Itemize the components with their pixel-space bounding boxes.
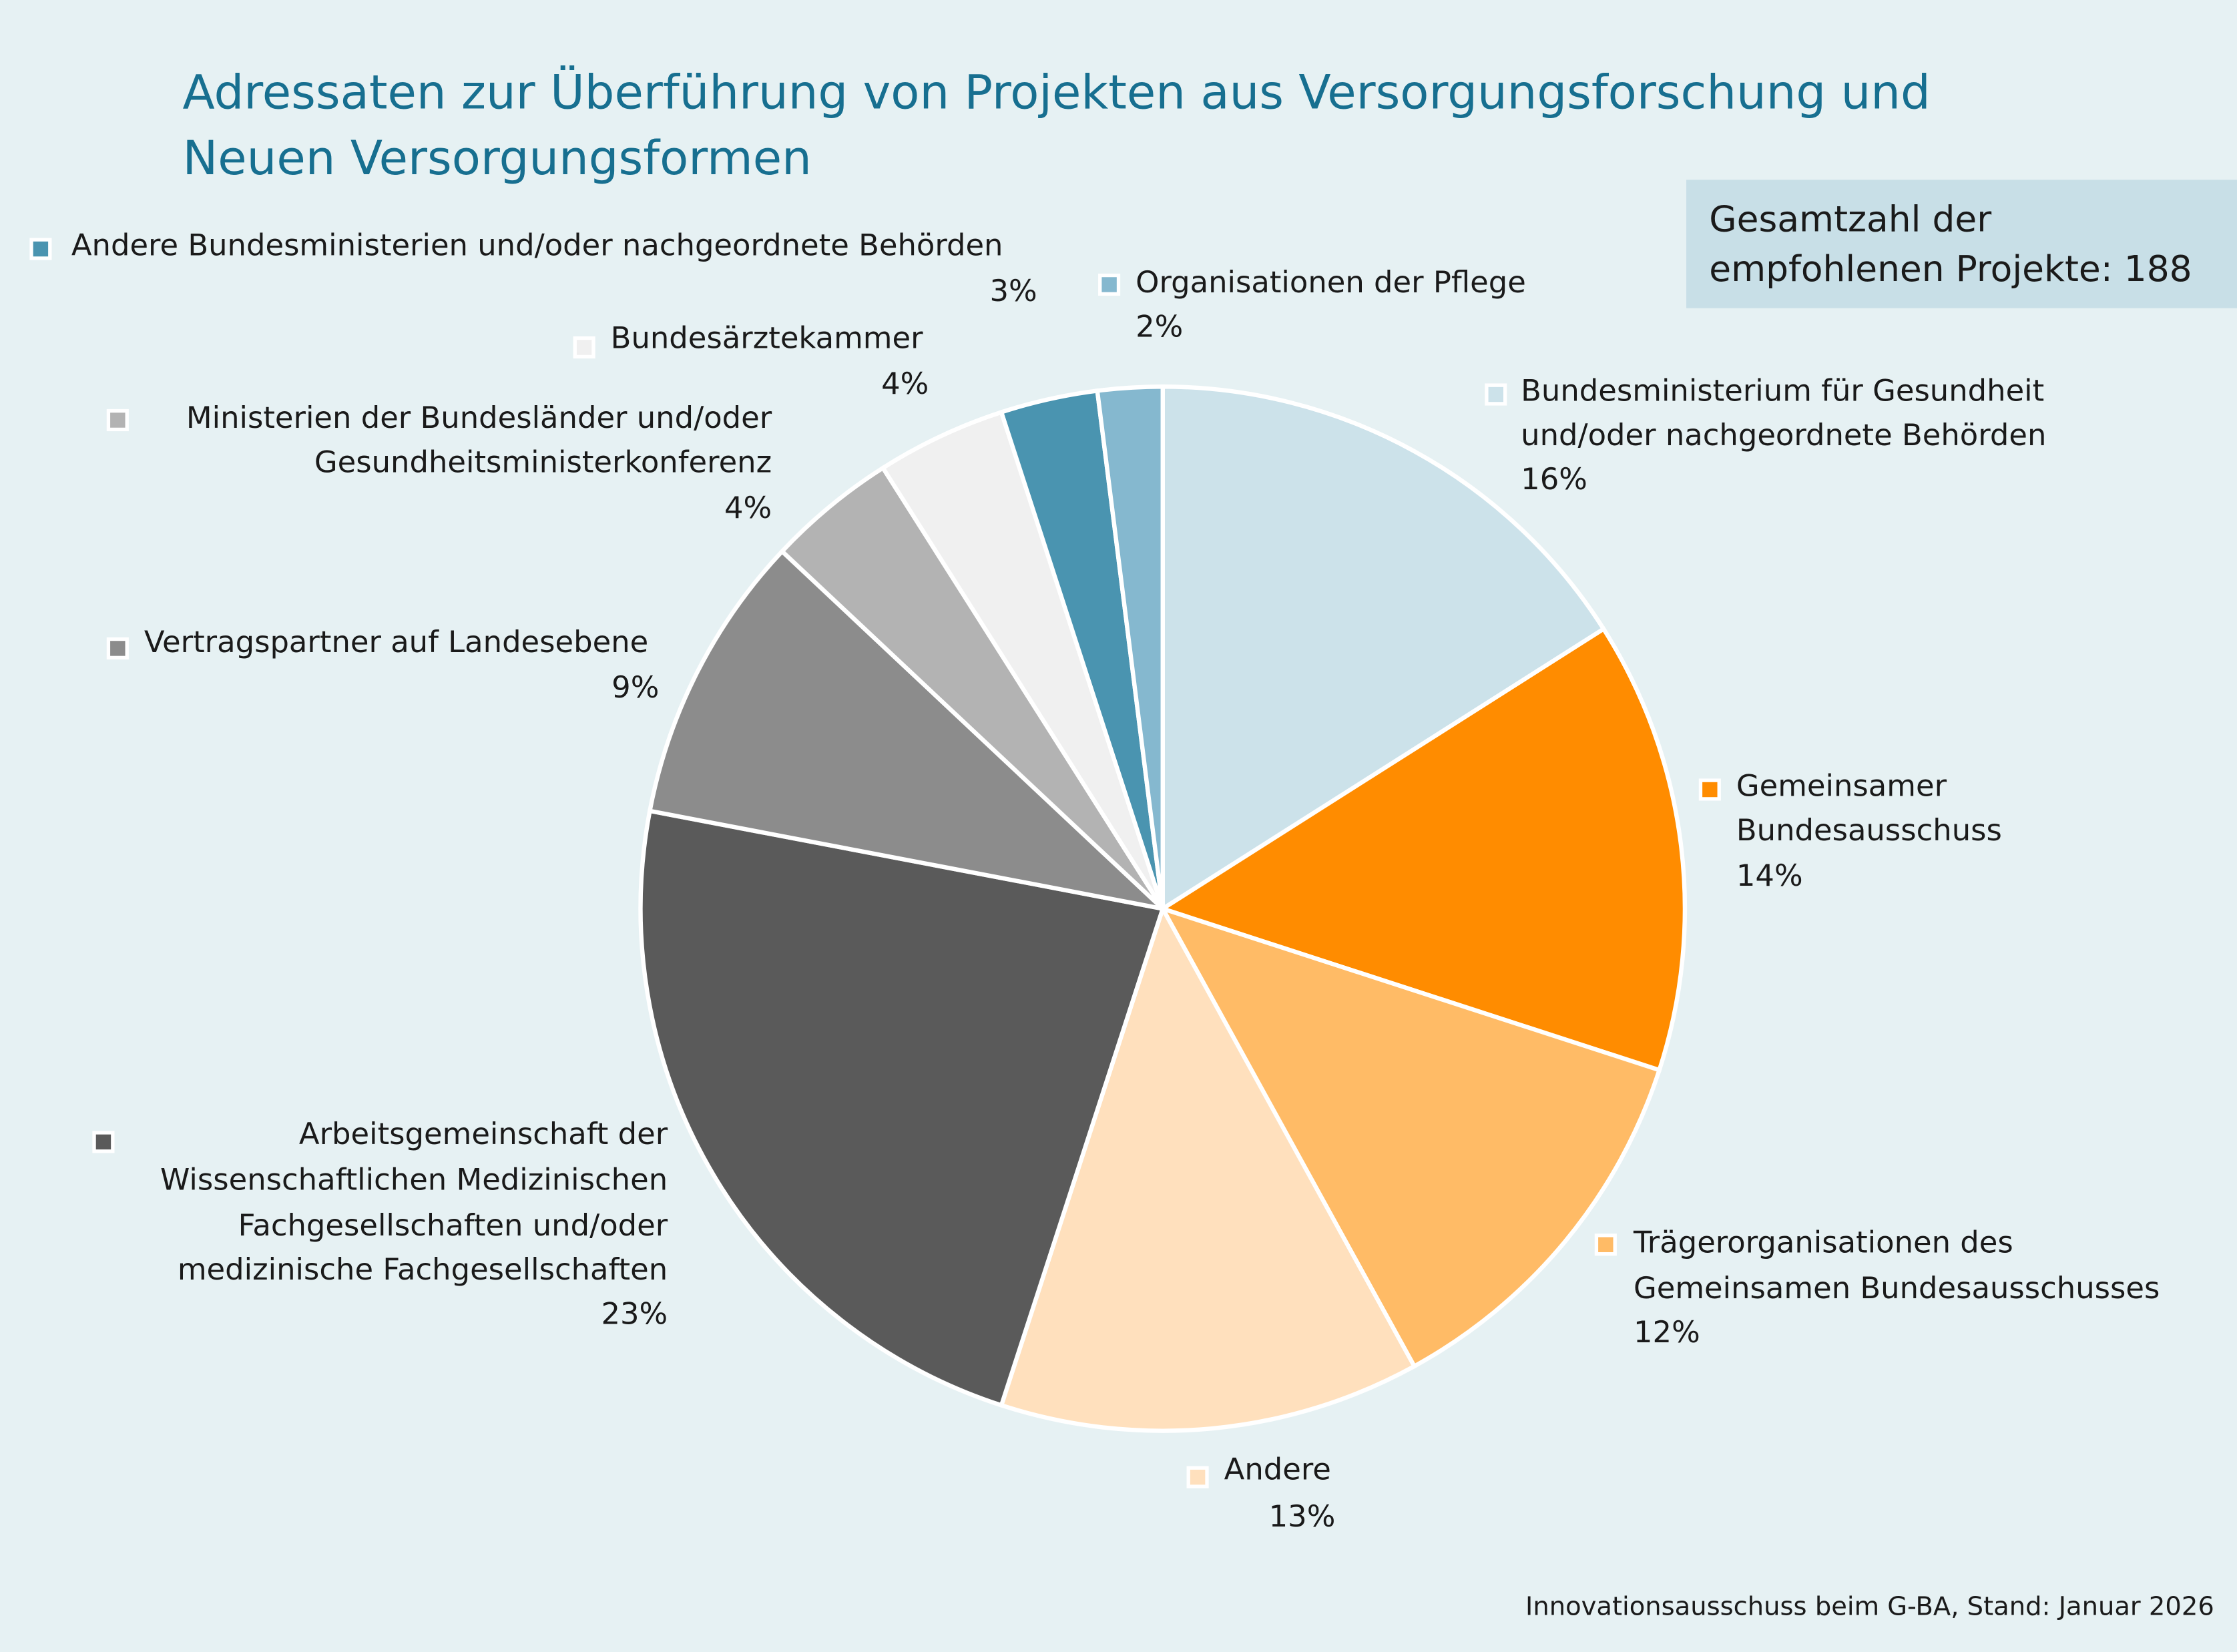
value-label: 4% bbox=[881, 366, 929, 401]
value-label: 16% bbox=[1521, 461, 1587, 497]
total-note: Gesamtzahl der bbox=[1709, 198, 1991, 240]
slice-label: Andere Bundesministerien und/oder nachge… bbox=[71, 228, 1003, 263]
legend-marker bbox=[1186, 1466, 1209, 1488]
legend-marker bbox=[1485, 383, 1507, 406]
slice-label: Arbeitsgemeinschaft der bbox=[299, 1116, 668, 1151]
legend-marker bbox=[1594, 1233, 1617, 1256]
slice-label: Andere bbox=[1224, 1451, 1331, 1486]
value-label: 13% bbox=[1269, 1498, 1336, 1534]
value-label: 2% bbox=[1136, 308, 1183, 344]
slice-label: Gesundheitsministerkonferenz bbox=[314, 444, 772, 479]
source: Innovationsausschuss beim G-BA, Stand: J… bbox=[1525, 1591, 2214, 1621]
total-note: empfohlenen Projekte: 188 bbox=[1709, 248, 2192, 290]
slice-label: Gemeinsamer bbox=[1736, 768, 1947, 804]
legend-marker bbox=[29, 238, 52, 260]
slice-label: Trägerorganisationen des bbox=[1633, 1224, 2013, 1260]
slice-label: Gemeinsamen Bundesausschusses bbox=[1634, 1270, 2160, 1306]
value-label: 23% bbox=[601, 1296, 668, 1331]
legend-marker bbox=[106, 408, 129, 432]
slice-label: medizinische Fachgesellschaften bbox=[178, 1252, 668, 1287]
value-label: 4% bbox=[724, 490, 772, 525]
pie-slice bbox=[1158, 904, 1662, 1370]
value-label: 9% bbox=[611, 669, 659, 705]
pie-slice bbox=[880, 409, 1165, 910]
legend-marker bbox=[573, 336, 595, 359]
slice-label: Bundesministerium für Gesundheit bbox=[1521, 373, 2044, 408]
legend-marker bbox=[1098, 273, 1121, 296]
chart-title: Neuen Versorgungsformen bbox=[183, 131, 812, 186]
note-box bbox=[1686, 180, 2237, 308]
pie-slice bbox=[779, 465, 1165, 910]
slice-label: Vertragspartner auf Landesebene bbox=[144, 624, 648, 659]
pie-slice bbox=[1095, 384, 1165, 909]
slice-label: Organisationen der Pflege bbox=[1136, 264, 1526, 300]
slice-label: Fachgesellschaften und/oder bbox=[238, 1207, 668, 1243]
chart-title: Adressaten zur Überführung von Projekten… bbox=[183, 65, 1931, 120]
value-label: 14% bbox=[1736, 858, 1803, 893]
legend-marker bbox=[92, 1131, 115, 1153]
slice-label: Bundesärztekammer bbox=[611, 320, 923, 356]
pie-slice bbox=[1158, 625, 1688, 1073]
slice-label: und/oder nachgeordnete Behörden bbox=[1521, 417, 2046, 453]
pie-slice bbox=[999, 903, 1417, 1433]
pie-slice bbox=[1160, 384, 1607, 913]
value-label: 3% bbox=[990, 273, 1037, 308]
slice-label: Wissenschaftlichen Medizinischen bbox=[160, 1161, 668, 1197]
legend-marker bbox=[106, 637, 129, 659]
legend-marker bbox=[1698, 778, 1721, 801]
slice-label: Bundesausschuss bbox=[1736, 812, 2002, 848]
slice-label: Ministerien der Bundesländer und/oder bbox=[186, 400, 772, 435]
value-label: 12% bbox=[1634, 1314, 1700, 1350]
pie-slice bbox=[638, 808, 1166, 1408]
pie-slice bbox=[647, 548, 1170, 912]
